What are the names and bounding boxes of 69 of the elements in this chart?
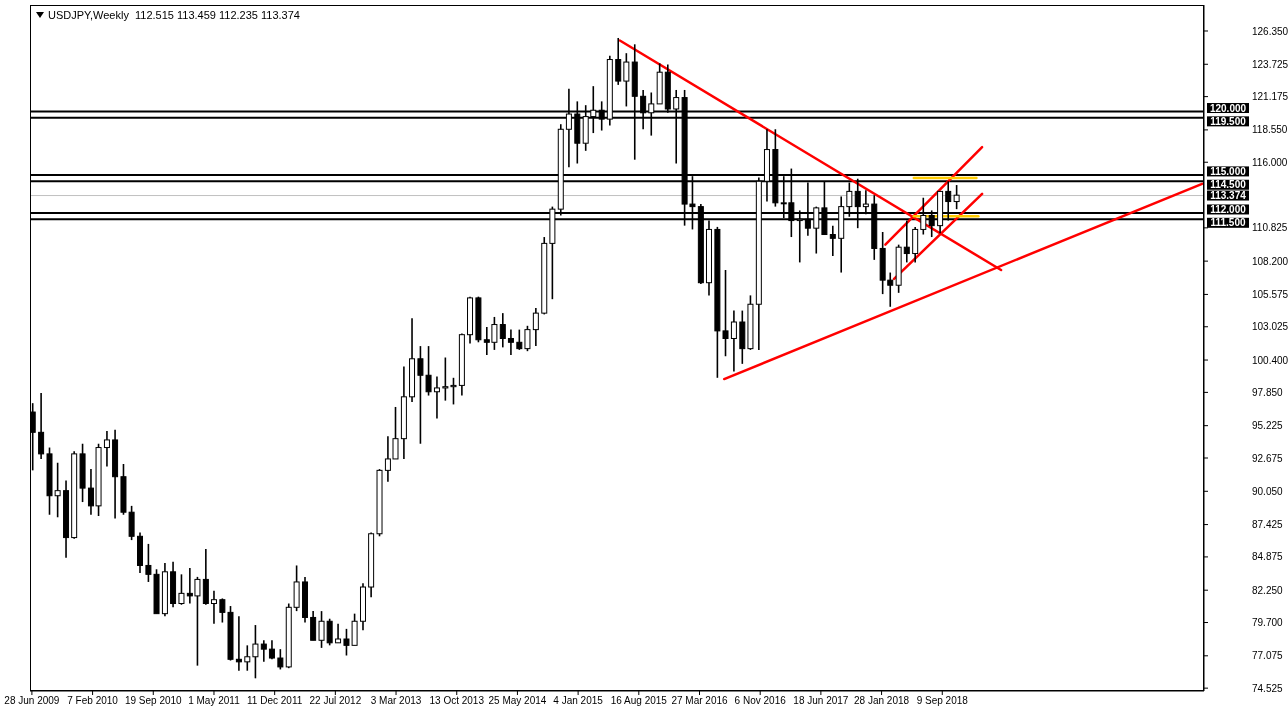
ref-line-label: 112.000 <box>1210 203 1247 215</box>
y-tick-label: 116.000 <box>1252 156 1288 168</box>
candlestick <box>499 312 506 349</box>
y-tick-label: 95.225 <box>1252 420 1284 432</box>
x-tick-label: 19 Sep 2010 <box>124 695 183 707</box>
y-tick-label: 105.575 <box>1252 288 1288 300</box>
y-tick-label: 74.525 <box>1252 682 1284 694</box>
candlestick <box>953 184 960 210</box>
y-tick-label: 90.050 <box>1252 485 1284 497</box>
y-tick-label: 118.550 <box>1252 124 1288 136</box>
candlestick <box>615 37 622 86</box>
candlestick <box>335 622 342 644</box>
ref-line-label: 111.500 <box>1210 217 1246 229</box>
x-tick-label: 4 Jan 2015 <box>553 695 604 707</box>
candlestick <box>507 328 514 356</box>
x-tick-label: 7 Feb 2010 <box>67 695 119 707</box>
candlestick <box>433 375 440 420</box>
y-tick-label: 92.675 <box>1252 452 1284 464</box>
x-tick-label: 13 Oct 2013 <box>429 695 485 707</box>
y-tick-label: 100.400 <box>1252 354 1288 366</box>
y-tick-label: 97.850 <box>1252 386 1284 398</box>
candlestick <box>516 328 523 351</box>
candlestick <box>310 610 317 642</box>
x-tick-label: 3 Mar 2013 <box>370 695 422 707</box>
candlestick <box>318 610 325 649</box>
candlestick <box>532 307 539 347</box>
candlestick <box>210 590 217 625</box>
candlestick <box>30 402 36 472</box>
y-tick-label: 123.725 <box>1252 58 1288 70</box>
x-tick-label: 28 Jan 2018 <box>854 695 910 707</box>
y-tick-label: 87.425 <box>1252 519 1284 531</box>
y-tick-label: 84.875 <box>1252 551 1284 563</box>
y-tick-label: 126.350 <box>1252 25 1288 37</box>
y-tick-label: 79.700 <box>1252 617 1284 629</box>
ref-line-label: 119.500 <box>1210 115 1247 127</box>
chart-title: USDJPY,Weekly 112.515 113.459 112.235 113.374 <box>48 9 300 21</box>
ref-line-label: 114.500 <box>1210 179 1247 191</box>
x-tick-label: 6 Nov 2016 <box>734 695 787 707</box>
x-tick-label: 11 Dec 2011 <box>247 695 303 707</box>
y-tick-label: 82.250 <box>1252 584 1284 596</box>
candlestick <box>260 639 267 663</box>
candlestick <box>623 52 630 108</box>
x-tick-label: 9 Sep 2018 <box>916 695 969 707</box>
y-tick-label: 108.200 <box>1252 255 1288 267</box>
ref-line-label: 120.000 <box>1209 102 1247 114</box>
x-tick-label: 25 May 2014 <box>488 695 547 707</box>
x-tick-label: 22 Jul 2012 <box>309 695 362 707</box>
candlestick <box>277 648 284 671</box>
ref-line-label: 113.374 <box>1210 190 1247 202</box>
y-tick-label: 110.825 <box>1252 222 1288 234</box>
candlestick <box>38 392 45 460</box>
x-tick-label: 28 Jun 2009 <box>4 695 60 707</box>
candlestick <box>730 309 737 373</box>
candlestick <box>103 430 110 468</box>
y-tick-label: 121.175 <box>1252 91 1288 103</box>
x-tick-label: 16 Aug 2015 <box>610 695 668 707</box>
candlestick <box>252 624 259 680</box>
candlestick <box>178 573 185 606</box>
ref-line-label: 115.000 <box>1210 165 1247 177</box>
candlestick <box>524 325 531 352</box>
y-tick-label: 103.025 <box>1252 321 1288 333</box>
candlestick <box>829 224 836 257</box>
x-tick-label: 27 Mar 2016 <box>671 695 729 707</box>
y-tick-label: 77.075 <box>1252 650 1284 662</box>
candlestick <box>244 644 251 672</box>
x-tick-label: 18 Jun 2017 <box>793 695 849 707</box>
candlestick <box>326 617 333 647</box>
candlestick <box>235 615 242 672</box>
x-tick-label: 1 May 2011 <box>188 695 241 707</box>
